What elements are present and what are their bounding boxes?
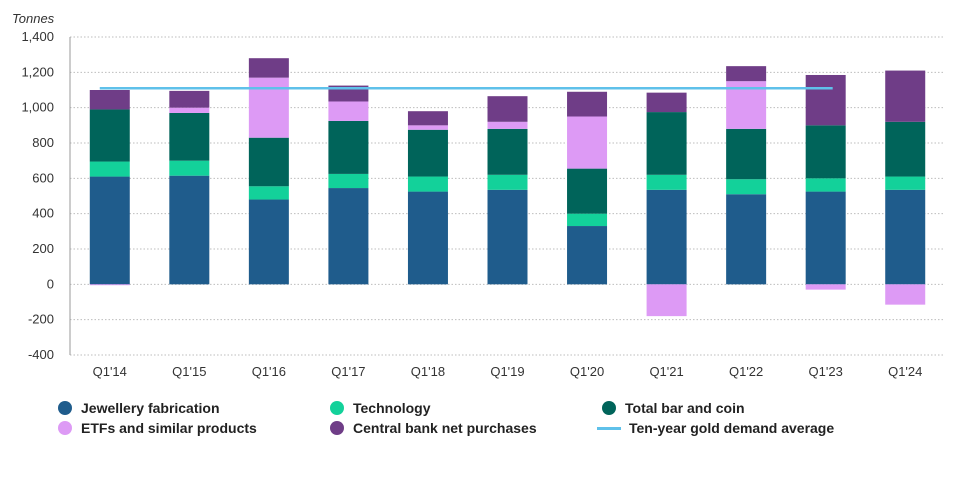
bar-segment-2-10 [885, 121, 926, 177]
legend-item-central-bank: Central bank net purchases [330, 420, 537, 436]
y-tick-label: 800 [32, 135, 54, 150]
bar-segment-0-0 [89, 176, 130, 285]
bar-segment-1-9 [805, 178, 846, 192]
x-tick-labels: Q1'14 Q1'15 Q1'16 Q1'17 Q1'18 Q1'19 Q1'20 Q1'21… [93, 364, 923, 379]
x-tick-label: Q1'15 [172, 364, 206, 379]
x-tick-label: Q1'22 [729, 364, 763, 379]
legend-item-average: Ten-year gold demand average [597, 420, 834, 436]
bar-segment-1-8 [726, 179, 767, 195]
legend-item-bar-coin: Total bar and coin [602, 400, 745, 416]
legend-label-bar-coin: Total bar and coin [625, 400, 745, 416]
bar-segment-4-4 [407, 111, 448, 126]
y-tick-labels: -400 -200 0 200 400 600 800 1,000 1,200 1,400 [21, 29, 54, 362]
x-tick-label: Q1'17 [331, 364, 365, 379]
bar-segment-3-0 [89, 284, 130, 286]
legend-item-technology: Technology [330, 400, 431, 416]
bar-segment-2-8 [726, 128, 767, 180]
bar-segment-1-3 [328, 173, 369, 189]
x-tick-label: Q1'18 [411, 364, 445, 379]
stacked-bar-chart: Tonnes -400 -200 0 200 400 600 800 1,000 1,200 1,… [12, 11, 945, 379]
bar-segment-2-2 [248, 137, 289, 187]
legend-swatch-central-bank [330, 421, 344, 435]
bar-segment-2-6 [567, 168, 608, 214]
bar-segment-2-7 [646, 112, 687, 175]
legend-label-etfs: ETFs and similar products [81, 420, 257, 436]
bar-segment-0-3 [328, 188, 369, 285]
x-tick-label: Q1'24 [888, 364, 922, 379]
bar-segment-4-2 [248, 58, 289, 78]
bar-segment-3-2 [248, 77, 289, 138]
bar-segment-4-10 [885, 70, 926, 122]
bar-segment-4-6 [567, 91, 608, 117]
y-tick-label: 400 [32, 206, 54, 221]
bar-segment-4-5 [487, 96, 528, 122]
legend-label-technology: Technology [353, 400, 431, 416]
bar-segment-1-7 [646, 174, 687, 190]
y-tick-label: 1,000 [21, 100, 54, 115]
bar-segment-0-10 [885, 189, 926, 285]
legend-label-central-bank: Central bank net purchases [353, 420, 537, 436]
legend-swatch-bar-coin [602, 401, 616, 415]
bar-segment-0-1 [169, 175, 210, 285]
legend-swatch-technology [330, 401, 344, 415]
x-tick-label: Q1'23 [809, 364, 843, 379]
legend-swatch-average [597, 426, 621, 430]
legend-swatch-etfs [58, 421, 72, 435]
x-tick-label: Q1'16 [252, 364, 286, 379]
bar-segment-3-7 [646, 284, 687, 317]
x-tick-label: Q1'14 [93, 364, 127, 379]
bar-segment-1-2 [248, 186, 289, 200]
bar-segment-0-9 [805, 191, 846, 285]
bar-segment-1-6 [567, 213, 608, 227]
x-tick-label: Q1'19 [490, 364, 524, 379]
legend: Jewellery fabrication Technology Total b… [58, 400, 938, 444]
legend-label-average: Ten-year gold demand average [629, 420, 835, 436]
bar-segment-4-3 [328, 85, 369, 102]
bar-segment-4-7 [646, 92, 687, 113]
legend-item-etfs: ETFs and similar products [58, 420, 257, 436]
legend-label-jewellery: Jewellery fabrication [81, 400, 220, 416]
bar-segment-0-4 [407, 191, 448, 285]
y-tick-label: 0 [47, 276, 54, 291]
y-tick-label: 1,200 [21, 64, 54, 79]
bar-segment-1-4 [407, 176, 448, 192]
y-tick-label: 600 [32, 170, 54, 185]
y-tick-label: 200 [32, 241, 54, 256]
bar-segment-1-0 [89, 161, 130, 177]
bar-segment-4-8 [726, 66, 767, 82]
bar-segment-3-9 [805, 284, 846, 290]
bar-segment-2-9 [805, 125, 846, 179]
legend-swatch-jewellery [58, 401, 72, 415]
x-tick-label: Q1'21 [649, 364, 683, 379]
bar-segment-4-9 [805, 74, 846, 126]
bar-segment-3-4 [407, 125, 448, 130]
bar-segment-2-0 [89, 109, 130, 162]
bar-segment-4-0 [89, 90, 130, 110]
bar-segment-2-4 [407, 129, 448, 177]
bar-segment-0-5 [487, 189, 528, 285]
bar-segment-1-5 [487, 174, 528, 190]
bar-segment-3-10 [885, 284, 926, 305]
bar-segment-0-6 [567, 226, 608, 285]
bar-segment-1-10 [885, 176, 926, 190]
bar-segment-0-2 [248, 199, 289, 285]
y-tick-label: -200 [28, 312, 54, 327]
y-tick-label: 1,400 [21, 29, 54, 44]
legend-item-jewellery: Jewellery fabrication [58, 400, 220, 416]
bar-segment-3-1 [169, 107, 210, 113]
x-tick-label: Q1'20 [570, 364, 604, 379]
y-tick-label: -400 [28, 347, 54, 362]
bar-segment-3-5 [487, 121, 528, 129]
bar-segment-4-1 [169, 90, 210, 108]
bar-segment-1-1 [169, 160, 210, 176]
y-axis-unit: Tonnes [12, 11, 55, 26]
bar-segment-2-5 [487, 128, 528, 175]
bar-segment-0-7 [646, 189, 687, 285]
bar-segment-3-6 [567, 116, 608, 169]
bar-segment-0-8 [726, 194, 767, 285]
bar-segment-3-3 [328, 101, 369, 121]
bar-segment-2-1 [169, 112, 210, 161]
bar-segment-2-3 [328, 120, 369, 174]
bars [89, 58, 926, 317]
